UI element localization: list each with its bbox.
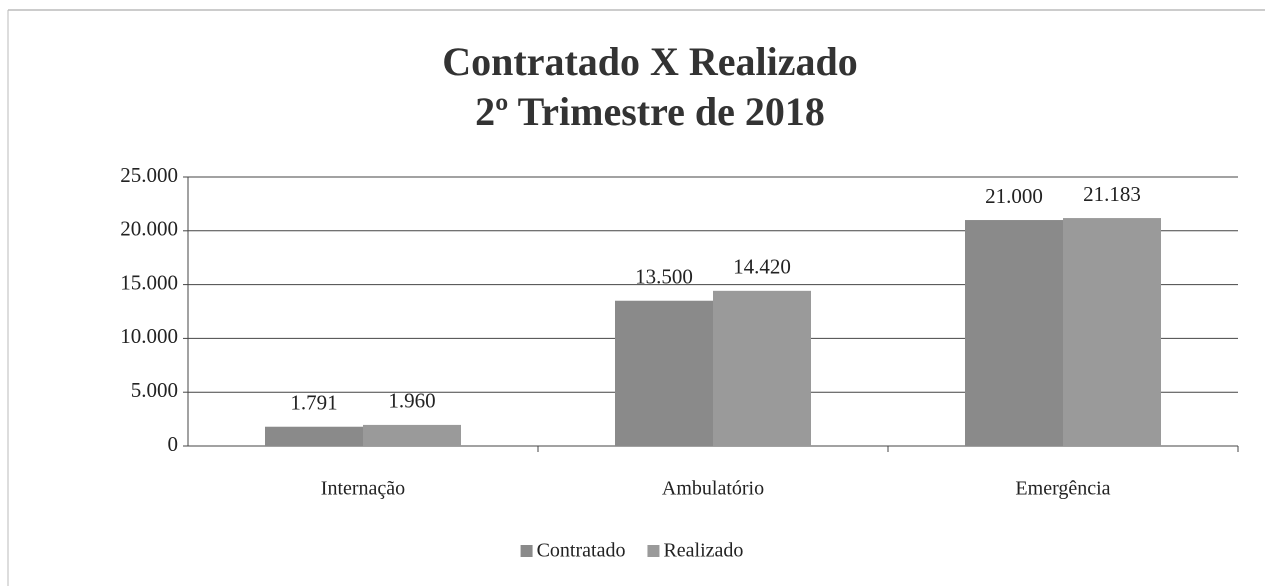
value-label: 1.791 <box>290 391 337 415</box>
value-label: 14.420 <box>733 255 791 279</box>
x-tick-label: Emergência <box>1015 478 1110 500</box>
y-tick-label: 25.000 <box>120 163 178 187</box>
x-tick-label: Internação <box>321 478 405 500</box>
value-label: 13.500 <box>635 265 693 289</box>
legend-swatch <box>520 545 533 557</box>
y-tick-label: 5.000 <box>131 378 178 402</box>
bar <box>1063 218 1161 446</box>
legend-label: Contratado <box>537 540 626 562</box>
y-tick-label: 10.000 <box>120 324 178 348</box>
value-label: 21.000 <box>985 184 1043 208</box>
bar <box>965 220 1063 446</box>
bar <box>265 426 363 446</box>
y-tick-label: 0 <box>168 432 179 456</box>
value-label: 1.960 <box>388 389 435 413</box>
bar <box>713 290 811 446</box>
chart-title: Contratado X Realizado <box>442 39 858 84</box>
bar <box>615 300 713 446</box>
x-tick-label: Ambulatório <box>662 478 764 500</box>
y-tick-label: 15.000 <box>120 270 178 294</box>
bar <box>363 424 461 446</box>
chart-subtitle: 2º Trimestre de 2018 <box>475 89 825 134</box>
legend-label: Realizado <box>663 540 743 562</box>
value-label: 21.183 <box>1083 182 1141 206</box>
y-tick-label: 20.000 <box>120 217 178 241</box>
legend-swatch <box>647 545 660 557</box>
